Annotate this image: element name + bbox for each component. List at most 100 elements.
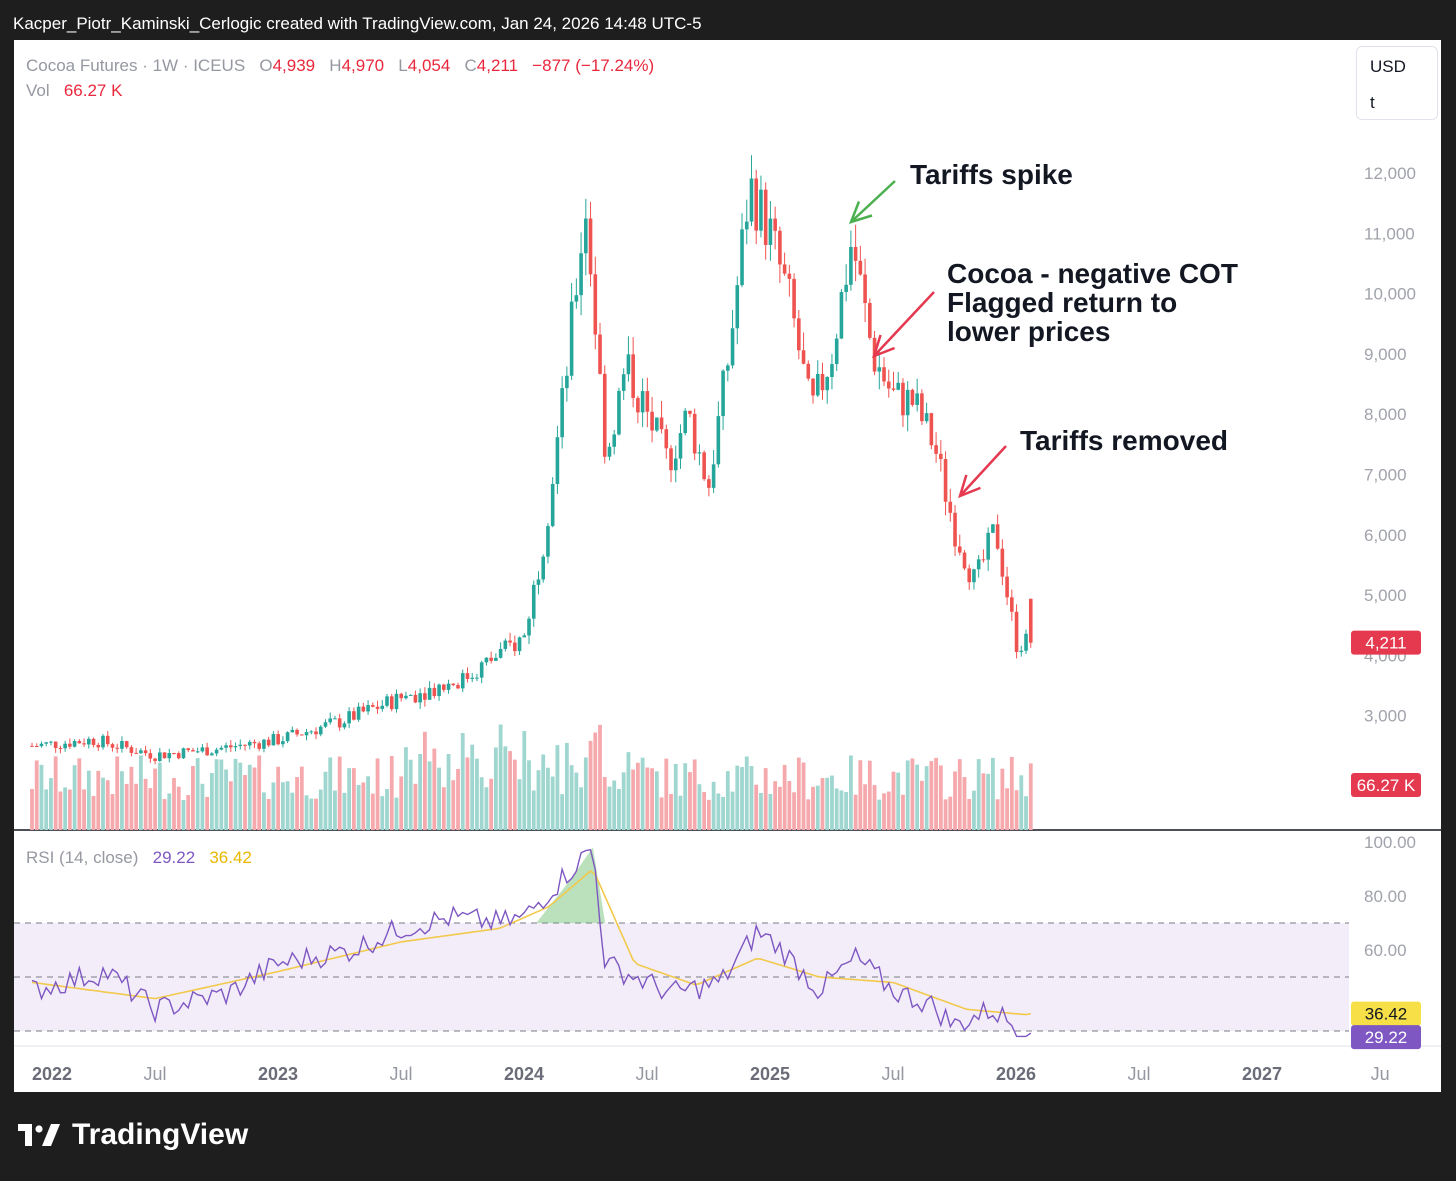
chart-frame[interactable]: 3,000 4,000 5,000 6,000 7,000 8,000 9,000 10,00…: [14, 40, 1441, 1092]
volume-bar: [583, 757, 588, 830]
volume-bar: [749, 766, 754, 830]
candle-body: [645, 391, 650, 412]
volume-bar: [120, 771, 124, 830]
volume-bar: [990, 757, 995, 830]
candle-body: [210, 753, 214, 756]
volume-bar: [63, 787, 68, 830]
volume-bar: [820, 778, 825, 830]
volume-bar: [508, 751, 512, 830]
volume-bar: [72, 765, 77, 830]
annotation-cot-line2: Flagged return to: [947, 287, 1178, 318]
candle-body: [470, 677, 475, 679]
candle-body: [153, 758, 157, 761]
volume-bar: [394, 797, 399, 830]
candle-body: [721, 370, 725, 417]
candle-body: [1014, 611, 1019, 653]
candle-body: [451, 683, 456, 686]
volume-bar: [830, 775, 834, 830]
volume-bar: [86, 770, 91, 830]
candle-body: [882, 367, 886, 382]
candle-body: [555, 437, 560, 485]
volume-bar: [654, 771, 659, 830]
volume-bar: [669, 793, 673, 830]
candle-body: [541, 556, 546, 580]
volume-bar: [124, 783, 129, 830]
candle-body: [607, 446, 612, 457]
volume-bar: [361, 782, 366, 830]
candle-body: [602, 373, 607, 457]
candle-body: [830, 364, 834, 377]
candle-body: [1019, 650, 1024, 653]
price-axis-label: 8,000: [1364, 405, 1407, 424]
candle-body: [323, 722, 328, 727]
volume-bar: [479, 777, 484, 830]
candle-body: [49, 741, 53, 743]
currency-unit-button[interactable]: USD t: [1356, 46, 1438, 120]
volume-bar: [176, 786, 181, 830]
candle-body: [934, 445, 938, 454]
volume-bar: [910, 758, 915, 830]
volume-bar: [347, 768, 352, 830]
volume-bar: [621, 772, 626, 830]
volume-bar: [569, 765, 574, 830]
last-volume-label: 66.27 K: [1357, 776, 1416, 795]
volume-bar: [418, 753, 423, 830]
volume-bar: [512, 759, 517, 830]
candle-body: [337, 718, 342, 728]
candle-body: [839, 292, 844, 339]
tariffs-removed-arrow: [959, 445, 1007, 497]
rsi-tag-label: 29.22: [1365, 1028, 1408, 1047]
candle-body: [347, 711, 351, 724]
price-axis-label: 11,000: [1364, 224, 1415, 243]
candle-body: [550, 484, 555, 527]
volume-bar: [276, 766, 281, 830]
volume-bar: [702, 791, 707, 830]
volume-bar: [688, 772, 692, 830]
volume-bar: [962, 777, 967, 830]
candle-body: [730, 328, 735, 366]
chart-credit-line: Kacper_Piotr_Kaminski_Cerlogic created w…: [13, 14, 702, 33]
volume-bar: [938, 765, 943, 830]
volume-bar: [247, 764, 252, 830]
cot-arrow: [873, 291, 935, 357]
volume-bar: [333, 790, 337, 830]
volume-label: Vol: [26, 81, 50, 100]
chart-canvas[interactable]: 3,0004,0005,0006,0007,0008,0009,00010,00…: [14, 40, 1441, 1092]
candle-body: [366, 705, 370, 712]
candle-body: [318, 726, 323, 735]
volume-bar: [342, 792, 347, 830]
candle-body: [782, 264, 787, 274]
rsi-line: [31, 849, 1032, 1038]
candle-body: [257, 743, 262, 749]
candle-body: [404, 695, 408, 699]
candle-body: [229, 745, 233, 748]
volume-bar: [560, 794, 565, 830]
candle-body: [522, 635, 527, 638]
volume-bar: [328, 757, 333, 830]
candle-body: [224, 745, 228, 748]
volume-bar: [645, 767, 650, 830]
candle-body: [498, 648, 503, 658]
candle-body: [702, 452, 706, 480]
rsi-ma-value: 36.42: [209, 848, 252, 867]
candle-body: [863, 274, 867, 304]
volume-bar: [744, 756, 749, 830]
volume-bar: [456, 768, 460, 830]
candle-body: [77, 741, 82, 744]
volume-bar: [901, 794, 905, 830]
volume-bar: [82, 789, 86, 830]
volume-bar: [214, 759, 219, 830]
volume-bar: [191, 765, 195, 830]
candlesticks: [30, 155, 1033, 765]
volume-bars: [30, 724, 1033, 830]
candle-body: [527, 618, 531, 636]
volume-bar: [635, 762, 640, 830]
candle-body: [981, 559, 986, 561]
last-price-label: 4,211: [1365, 634, 1406, 653]
volume-bar: [872, 785, 877, 830]
candle-body: [683, 410, 688, 434]
candle-body: [1005, 576, 1009, 598]
volume-bar: [233, 758, 238, 830]
rsi-value: 29.22: [152, 848, 196, 867]
volume-bar: [782, 764, 787, 830]
